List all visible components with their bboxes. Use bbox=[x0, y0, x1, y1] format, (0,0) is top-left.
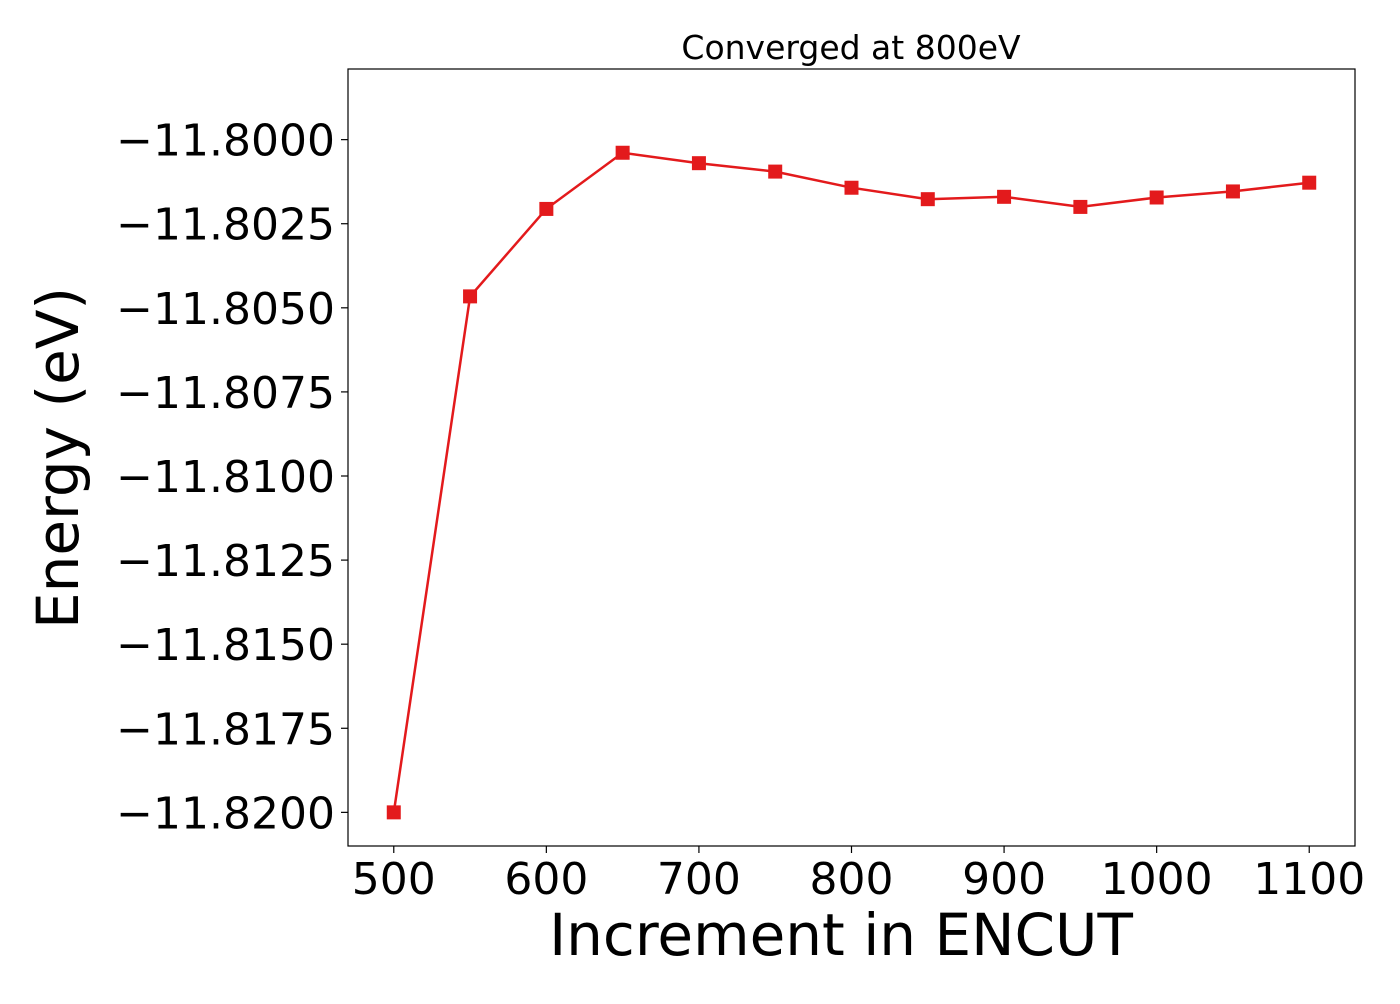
data-point-marker bbox=[615, 145, 630, 160]
x-tick-label: 1000 bbox=[1101, 854, 1213, 905]
data-point-marker bbox=[463, 289, 478, 304]
y-tick-label: −11.8050 bbox=[116, 284, 335, 335]
y-tick-label: −11.8000 bbox=[116, 116, 335, 167]
y-tick-label: −11.8025 bbox=[116, 200, 335, 251]
data-point-marker bbox=[920, 192, 935, 207]
data-point-marker bbox=[539, 201, 554, 216]
x-tick-label: 700 bbox=[657, 854, 741, 905]
data-point-marker bbox=[691, 156, 706, 171]
data-point-marker bbox=[386, 805, 401, 820]
plot-area: 500 600 700 800 900 1000 1100 −11.8200 −11.8175 −… bbox=[116, 68, 1365, 905]
data-point-marker bbox=[1149, 190, 1164, 205]
y-tick-label: −11.8075 bbox=[116, 368, 335, 419]
data-point-marker bbox=[1302, 175, 1317, 190]
data-point-marker bbox=[997, 189, 1012, 204]
x-tick-label: 900 bbox=[962, 854, 1046, 905]
data-point-marker bbox=[1225, 184, 1240, 199]
x-tick-label: 800 bbox=[810, 854, 894, 905]
x-tick-label: 1100 bbox=[1253, 854, 1365, 905]
x-tick-label: 500 bbox=[352, 854, 436, 905]
data-point-marker bbox=[844, 180, 859, 195]
x-tick-label: 600 bbox=[504, 854, 588, 905]
data-point-marker bbox=[768, 164, 783, 179]
y-tick-label: −11.8175 bbox=[116, 704, 335, 755]
chart-title: Converged at 800eV bbox=[681, 28, 1021, 67]
y-tick-label: −11.8150 bbox=[116, 620, 335, 671]
y-axis-label: Energy (eV) bbox=[24, 287, 92, 629]
x-axis-label: Increment in ENCUT bbox=[549, 901, 1133, 969]
data-point-marker bbox=[1073, 199, 1088, 214]
y-tick-label: −11.8200 bbox=[116, 788, 335, 839]
y-tick-label: −11.8125 bbox=[116, 536, 335, 587]
y-tick-label: −11.8100 bbox=[116, 452, 335, 503]
